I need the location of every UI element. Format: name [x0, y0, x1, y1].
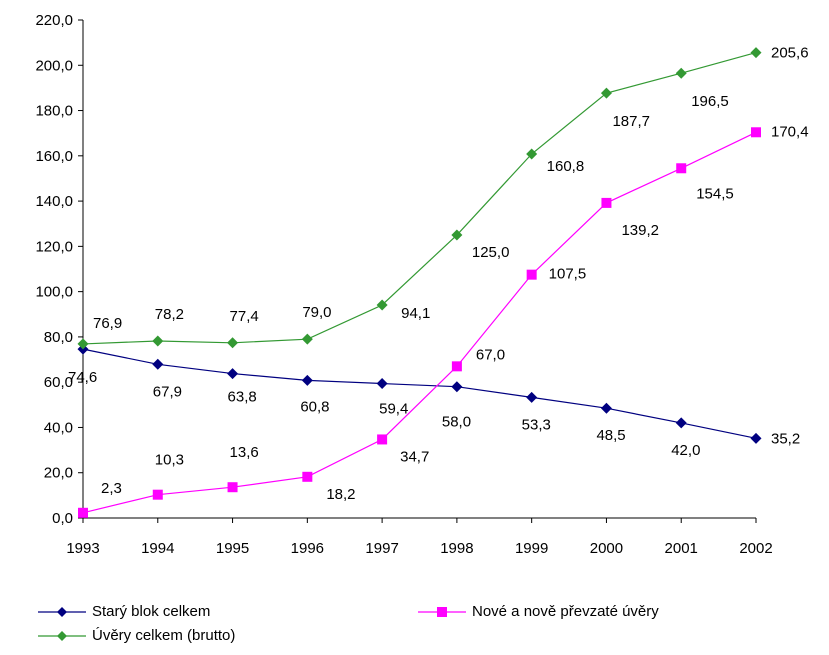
data-point-marker	[152, 358, 164, 370]
data-label: 107,5	[549, 266, 587, 283]
y-tick-label: 0,0	[52, 510, 73, 527]
data-label: 76,9	[93, 315, 122, 332]
data-label: 63,8	[228, 389, 257, 406]
data-label: 170,4	[771, 123, 809, 140]
x-tick-label: 2000	[590, 540, 623, 557]
data-point-marker	[601, 197, 612, 208]
y-tick-label: 180,0	[35, 103, 73, 120]
data-label: 94,1	[401, 305, 430, 322]
data-point-marker	[600, 87, 612, 99]
data-point-marker	[451, 229, 463, 241]
series-line	[82, 131, 757, 514]
data-point-marker	[227, 337, 239, 349]
x-tick-label: 1994	[141, 540, 174, 557]
x-tick-label: 1999	[515, 540, 548, 557]
data-label: 35,2	[771, 430, 800, 447]
data-label: 205,6	[771, 45, 809, 62]
y-tick-label: 140,0	[35, 193, 73, 210]
data-point-marker	[676, 163, 687, 174]
legend-line-square-icon	[418, 606, 466, 617]
x-tick-label: 1997	[365, 540, 398, 557]
series-line	[82, 348, 757, 439]
data-point-marker	[750, 47, 762, 59]
data-point-marker	[451, 381, 463, 393]
data-label: 160,8	[547, 158, 585, 175]
data-point-marker	[227, 482, 238, 493]
legend-label: Úvěry celkem (brutto)	[92, 627, 236, 644]
data-label: 187,7	[612, 113, 650, 130]
data-label: 196,5	[691, 93, 729, 110]
y-tick-label: 60,0	[44, 374, 73, 391]
legend-entry-nove-uvery: Nové a nově převzaté úvěry	[418, 603, 659, 620]
data-point-marker	[301, 333, 313, 345]
data-point-marker	[675, 417, 687, 429]
data-point-marker	[751, 127, 761, 138]
data-label: 67,0	[476, 346, 505, 363]
legend-entry-uvery-celkem: Úvěry celkem (brutto)	[38, 627, 235, 644]
x-tick-label: 1995	[216, 540, 249, 557]
data-label: 139,2	[621, 222, 659, 239]
legend-label: Starý blok celkem	[92, 603, 211, 620]
y-tick-label: 100,0	[35, 284, 73, 301]
y-tick-label: 80,0	[44, 329, 73, 346]
data-label: 58,0	[442, 414, 471, 431]
data-label: 125,0	[472, 244, 510, 261]
data-point-marker	[376, 378, 388, 390]
data-point-marker	[301, 374, 313, 386]
data-label: 67,9	[153, 383, 182, 400]
y-tick-label: 220,0	[35, 12, 73, 29]
data-label: 10,3	[155, 452, 184, 469]
data-label: 74,6	[68, 369, 97, 386]
y-tick-label: 160,0	[35, 148, 73, 165]
data-label: 79,0	[302, 304, 331, 321]
x-tick-label: 1998	[440, 540, 473, 557]
data-point-marker	[675, 67, 687, 79]
data-label: 60,8	[300, 398, 329, 415]
data-label: 53,3	[522, 416, 551, 433]
legend-label: Nové a nově převzaté úvěry	[472, 603, 659, 620]
data-label: 2,3	[101, 480, 122, 497]
data-point-marker	[152, 335, 164, 347]
legend-line-diamond-icon	[38, 606, 86, 617]
data-point-marker	[600, 402, 612, 414]
data-label: 18,2	[326, 486, 355, 503]
legend-line-diamond-icon	[38, 630, 86, 641]
data-point-marker	[77, 338, 89, 350]
y-tick-label: 120,0	[35, 238, 73, 255]
data-point-marker	[152, 489, 163, 500]
legend-entry-stary-blok: Starý blok celkem	[38, 603, 210, 620]
data-point-marker	[78, 507, 88, 518]
data-label: 59,4	[379, 401, 408, 418]
data-point-marker	[750, 432, 762, 444]
data-label: 48,5	[596, 427, 625, 444]
series-line	[82, 52, 757, 345]
data-label: 77,4	[230, 308, 259, 325]
data-point-marker	[526, 391, 538, 403]
line-chart: 0,0 20,0 40,0 60,0 80,0 100,0 120,0 140,0 160,0 1…	[35, 12, 809, 557]
data-label: 78,2	[155, 306, 184, 323]
x-tick-label: 1993	[66, 540, 99, 557]
data-point-marker	[526, 148, 538, 160]
x-tick-label: 2002	[739, 540, 772, 557]
data-point-marker	[451, 361, 462, 372]
data-label: 13,6	[230, 444, 259, 461]
data-point-marker	[227, 368, 239, 380]
x-tick-label: 2001	[665, 540, 698, 557]
data-label: 42,0	[671, 442, 700, 459]
data-point-marker	[376, 299, 388, 311]
y-tick-label: 20,0	[44, 465, 73, 482]
data-point-marker	[302, 471, 313, 482]
x-tick-label: 1996	[291, 540, 324, 557]
data-label: 34,7	[400, 448, 429, 465]
y-tick-label: 40,0	[44, 419, 73, 436]
data-point-marker	[526, 269, 537, 280]
y-tick-label: 200,0	[35, 57, 73, 74]
data-label: 154,5	[696, 185, 734, 202]
data-point-marker	[377, 434, 388, 445]
